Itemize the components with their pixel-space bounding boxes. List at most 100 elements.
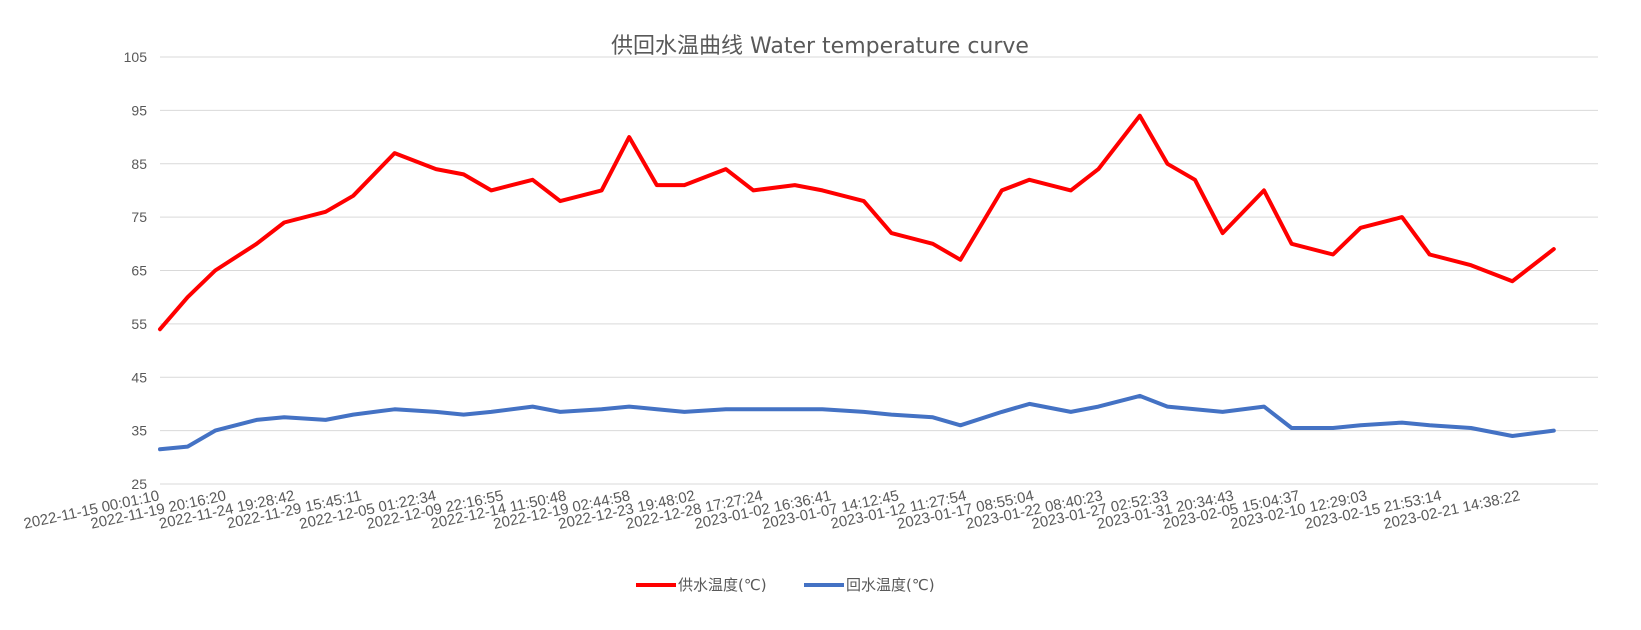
- data-point: [1359, 226, 1363, 230]
- data-point: [862, 199, 866, 203]
- data-point: [1165, 162, 1169, 166]
- series-lines: [158, 113, 1556, 452]
- data-point: [682, 183, 686, 187]
- y-axis-ticks: 25 35 45 55 65 75 85 95 105: [124, 49, 148, 492]
- data-point: [1331, 252, 1335, 256]
- data-point: [393, 407, 397, 411]
- data-point: [489, 410, 493, 414]
- data-point: [1428, 423, 1432, 427]
- data-point: [186, 445, 190, 449]
- data-point: [724, 167, 728, 171]
- data-point: [255, 242, 259, 246]
- data-point: [1400, 215, 1404, 219]
- data-point: [600, 407, 604, 411]
- data-point: [1469, 426, 1473, 430]
- data-point: [655, 183, 659, 187]
- data-point: [1400, 421, 1404, 425]
- data-point: [186, 295, 190, 299]
- data-point: [324, 210, 328, 214]
- y-tick-label: 55: [131, 316, 147, 332]
- data-point: [1552, 247, 1556, 251]
- data-point: [531, 405, 535, 409]
- legend: 供水温度(℃) 回水温度(℃): [636, 576, 935, 594]
- data-point: [158, 447, 162, 451]
- data-point: [1359, 423, 1363, 427]
- data-point: [958, 258, 962, 262]
- data-point: [462, 172, 466, 176]
- data-point: [682, 410, 686, 414]
- data-point: [282, 220, 286, 224]
- data-point: [1290, 426, 1294, 430]
- data-point: [255, 418, 259, 422]
- data-point: [158, 327, 162, 331]
- data-point: [820, 407, 824, 411]
- data-point: [213, 429, 217, 433]
- data-point: [1027, 402, 1031, 406]
- legend-label: 供水温度(℃): [678, 576, 767, 594]
- data-point: [558, 199, 562, 203]
- data-point: [1221, 410, 1225, 414]
- data-point: [1000, 410, 1004, 414]
- data-point: [393, 151, 397, 155]
- gridlines: [160, 56, 1598, 485]
- data-point: [1193, 407, 1197, 411]
- data-point: [1262, 405, 1266, 409]
- data-point: [558, 410, 562, 414]
- data-point: [1510, 279, 1514, 283]
- data-point: [213, 269, 217, 272]
- series-line-return: [158, 393, 1556, 452]
- data-point: [1000, 188, 1004, 192]
- data-point: [434, 167, 438, 171]
- y-tick-label: 45: [131, 369, 147, 385]
- data-point: [1138, 114, 1142, 118]
- series-line-supply: [158, 113, 1556, 332]
- y-tick-label: 35: [131, 423, 147, 439]
- data-point: [931, 415, 935, 419]
- data-point: [600, 188, 604, 192]
- data-point: [1428, 252, 1432, 256]
- data-point: [793, 183, 797, 187]
- data-point: [627, 135, 631, 139]
- y-tick-label: 95: [131, 102, 147, 118]
- data-point: [282, 415, 286, 419]
- data-point: [1027, 178, 1031, 182]
- data-point: [931, 242, 935, 246]
- data-point: [820, 188, 824, 192]
- data-point: [531, 178, 535, 182]
- data-point: [1096, 405, 1100, 409]
- data-point: [1069, 188, 1073, 192]
- legend-label: 回水温度(℃): [846, 576, 935, 594]
- y-tick-label: 65: [131, 263, 147, 279]
- data-point: [751, 407, 755, 411]
- data-point: [958, 423, 962, 427]
- data-point: [1096, 167, 1100, 171]
- y-tick-label: 85: [131, 156, 147, 172]
- data-point: [351, 194, 355, 198]
- data-point: [889, 413, 893, 417]
- data-point: [793, 407, 797, 411]
- data-point: [1262, 188, 1266, 192]
- data-point: [1469, 263, 1473, 267]
- data-point: [1510, 434, 1514, 438]
- data-point: [324, 418, 328, 422]
- data-point: [1331, 426, 1335, 430]
- data-point: [489, 188, 493, 192]
- data-point: [1069, 410, 1073, 414]
- data-point: [1552, 429, 1556, 433]
- data-point: [889, 231, 893, 235]
- data-point: [655, 407, 659, 411]
- data-point: [434, 410, 438, 414]
- data-point: [724, 407, 728, 411]
- chart-title: 供回水温曲线 Water temperature curve: [611, 34, 1029, 59]
- data-point: [1221, 231, 1225, 235]
- data-point: [351, 413, 355, 417]
- y-tick-label: 75: [131, 209, 147, 225]
- data-point: [627, 405, 631, 409]
- data-point: [462, 413, 466, 417]
- data-point: [1193, 178, 1197, 182]
- data-point: [751, 188, 755, 192]
- y-tick-label: 25: [131, 476, 147, 492]
- data-point: [862, 410, 866, 414]
